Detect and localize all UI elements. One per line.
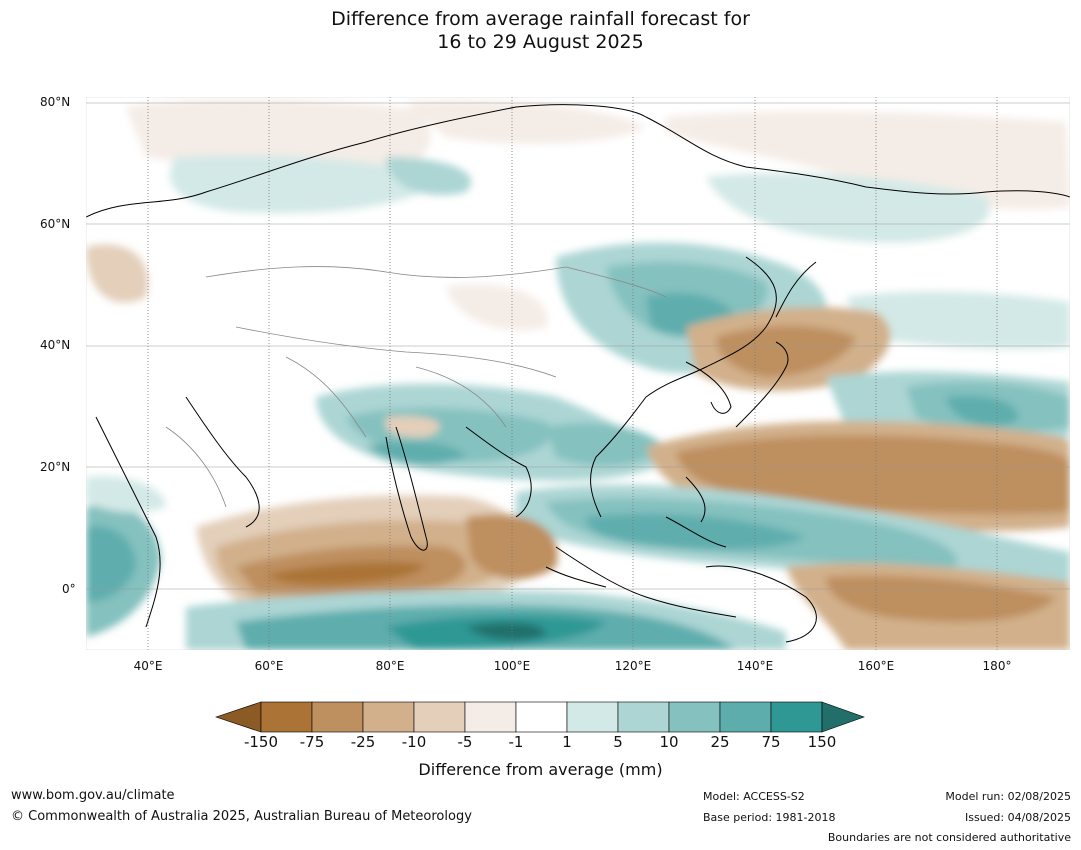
lon-label-60e: 60°E xyxy=(254,659,284,673)
colorbar-tick-label: -5 xyxy=(457,733,473,751)
colorbar-tick-label: -1 xyxy=(508,733,524,751)
lon-label-120e: 120°E xyxy=(614,659,652,673)
website-link[interactable]: www.bom.gov.au/climate xyxy=(11,788,175,803)
colorbar-cell xyxy=(260,701,313,733)
disclaimer-text: Boundaries are not considered authoritat… xyxy=(827,831,1071,844)
lat-label-40n: 40°N xyxy=(40,338,71,352)
map-title: Difference from average rainfall forecas… xyxy=(0,8,1081,54)
colorbar-cell xyxy=(719,701,772,733)
colorbar-cell xyxy=(566,701,619,733)
graticule xyxy=(147,97,998,650)
lon-label-80e: 80°E xyxy=(375,659,405,673)
colorbar-tick-label: -25 xyxy=(350,733,376,751)
country-boundaries xyxy=(165,266,667,508)
base-period-text: Base period: 1981-2018 xyxy=(703,811,836,824)
colorbar-tick-label: 150 xyxy=(807,733,837,751)
lon-label-100e: 100°E xyxy=(493,659,531,673)
rainfall-anomaly-map xyxy=(86,97,1070,650)
model-text: Model: ACCESS-S2 xyxy=(703,790,805,803)
lon-label-180: 180° xyxy=(982,659,1012,673)
lat-label-80n: 80°N xyxy=(40,95,71,109)
colorbar-cell xyxy=(617,701,670,733)
colorbar-cell xyxy=(515,701,568,733)
colorbar-tick-label: -10 xyxy=(401,733,427,751)
colorbar-extend-low xyxy=(215,701,262,733)
colorbar-tick-label: 10 xyxy=(659,733,679,751)
colorbar-cell xyxy=(668,701,721,733)
colorbar-cell xyxy=(770,701,823,733)
colorbar-tick-label: 75 xyxy=(761,733,781,751)
colorbar-cell xyxy=(464,701,517,733)
colorbar-tick-label: 25 xyxy=(710,733,730,751)
colorbar-cell xyxy=(311,701,364,733)
lat-label-20n: 20°N xyxy=(40,460,71,474)
colorbar xyxy=(215,701,865,733)
issued-text: Issued: 04/08/2025 xyxy=(964,811,1071,824)
colorbar-tick-label: 1 xyxy=(562,733,572,751)
colorbar-title: Difference from average (mm) xyxy=(418,760,663,779)
copyright-text: © Commonwealth of Australia 2025, Austra… xyxy=(11,809,472,824)
colorbar-extend-high xyxy=(821,701,865,733)
colorbar-tick-label: -150 xyxy=(243,733,279,751)
coastlines xyxy=(86,104,1070,643)
rainfall-anomaly-field xyxy=(86,99,1070,650)
colorbar-tick-label: -75 xyxy=(299,733,325,751)
lon-label-160e: 160°E xyxy=(857,659,895,673)
lat-label-0: 0° xyxy=(62,582,76,596)
lat-label-60n: 60°N xyxy=(40,217,71,231)
colorbar-cell xyxy=(413,701,466,733)
lon-label-40e: 40°E xyxy=(133,659,163,673)
colorbar-tick-label: 5 xyxy=(613,733,623,751)
colorbar-cell xyxy=(362,701,415,733)
lon-label-140e: 140°E xyxy=(736,659,774,673)
model-run-text: Model run: 02/08/2025 xyxy=(945,790,1071,803)
title-line-2: 16 to 29 August 2025 xyxy=(437,31,644,53)
title-line-1: Difference from average rainfall forecas… xyxy=(331,8,750,30)
